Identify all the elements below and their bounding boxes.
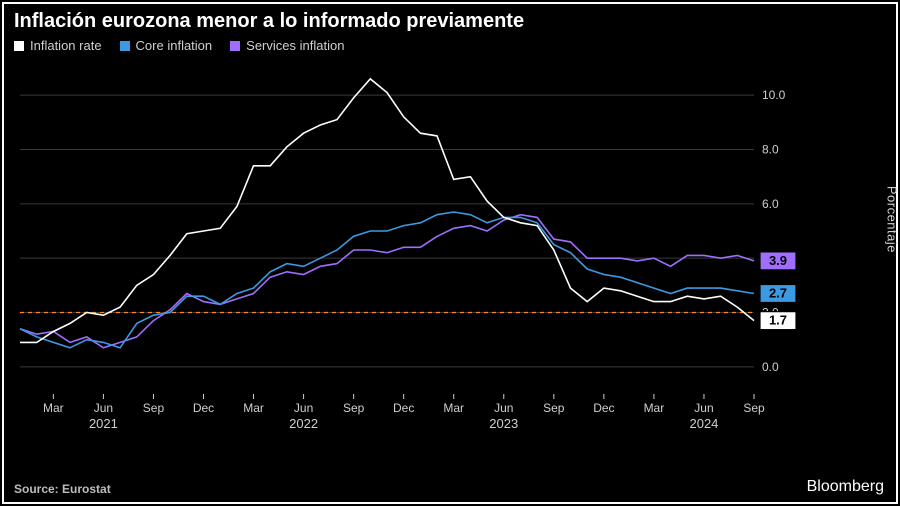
legend: Inflation rate Core inflation Services i… bbox=[14, 38, 344, 53]
ytick-label: 6.0 bbox=[762, 197, 779, 211]
legend-label: Core inflation bbox=[136, 38, 213, 53]
xtick-month-label: Jun bbox=[94, 401, 113, 415]
ytick-label: 0.0 bbox=[762, 360, 779, 374]
ytick-label: 10.0 bbox=[762, 88, 786, 102]
legend-item: Core inflation bbox=[120, 38, 213, 53]
xtick-month-label: Jun bbox=[294, 401, 313, 415]
xtick-month-label: Mar bbox=[443, 401, 464, 415]
xtick-year-label: 2024 bbox=[689, 416, 718, 431]
xtick-month-label: Mar bbox=[243, 401, 264, 415]
line-core-inflation bbox=[20, 212, 754, 348]
legend-swatch-services bbox=[230, 41, 240, 51]
end-label-core: 2.7 bbox=[760, 284, 796, 302]
end-label-services: 3.9 bbox=[760, 252, 796, 270]
xtick-month-label: Sep bbox=[143, 401, 165, 415]
plot-svg: 0.02.04.06.08.010.0MarJunSepDecMarJunSep… bbox=[14, 62, 834, 442]
chart-container: Inflación eurozona menor a lo informado … bbox=[4, 4, 896, 502]
svg-text:1.7: 1.7 bbox=[769, 313, 787, 328]
plot-area: 0.02.04.06.08.010.0MarJunSepDecMarJunSep… bbox=[14, 62, 834, 442]
xtick-month-label: Mar bbox=[644, 401, 665, 415]
legend-label: Services inflation bbox=[246, 38, 344, 53]
svg-text:2.7: 2.7 bbox=[769, 285, 787, 300]
xtick-year-label: 2021 bbox=[89, 416, 118, 431]
xtick-month-label: Jun bbox=[694, 401, 713, 415]
xtick-month-label: Jun bbox=[494, 401, 513, 415]
xtick-month-label: Sep bbox=[543, 401, 565, 415]
svg-text:3.9: 3.9 bbox=[769, 253, 787, 268]
legend-swatch-core bbox=[120, 41, 130, 51]
xtick-month-label: Sep bbox=[743, 401, 765, 415]
xtick-month-label: Sep bbox=[343, 401, 365, 415]
xtick-month-label: Dec bbox=[593, 401, 614, 415]
xtick-month-label: Dec bbox=[193, 401, 214, 415]
line-inflation-rate bbox=[20, 79, 754, 343]
legend-label: Inflation rate bbox=[30, 38, 102, 53]
legend-swatch-inflation bbox=[14, 41, 24, 51]
ytick-label: 8.0 bbox=[762, 143, 779, 157]
xtick-month-label: Dec bbox=[393, 401, 414, 415]
end-label-inflation: 1.7 bbox=[760, 312, 796, 330]
line-services-inflation bbox=[20, 215, 754, 348]
xtick-year-label: 2022 bbox=[289, 416, 318, 431]
chart-frame: Inflación eurozona menor a lo informado … bbox=[0, 0, 900, 506]
chart-title: Inflación eurozona menor a lo informado … bbox=[14, 10, 524, 33]
legend-item: Inflation rate bbox=[14, 38, 102, 53]
legend-item: Services inflation bbox=[230, 38, 344, 53]
xtick-month-label: Mar bbox=[43, 401, 64, 415]
source-text: Source: Eurostat bbox=[14, 482, 111, 496]
y-axis-label: Porcentaje bbox=[885, 186, 900, 253]
xtick-year-label: 2023 bbox=[489, 416, 518, 431]
brand-text: Bloomberg bbox=[807, 478, 884, 496]
